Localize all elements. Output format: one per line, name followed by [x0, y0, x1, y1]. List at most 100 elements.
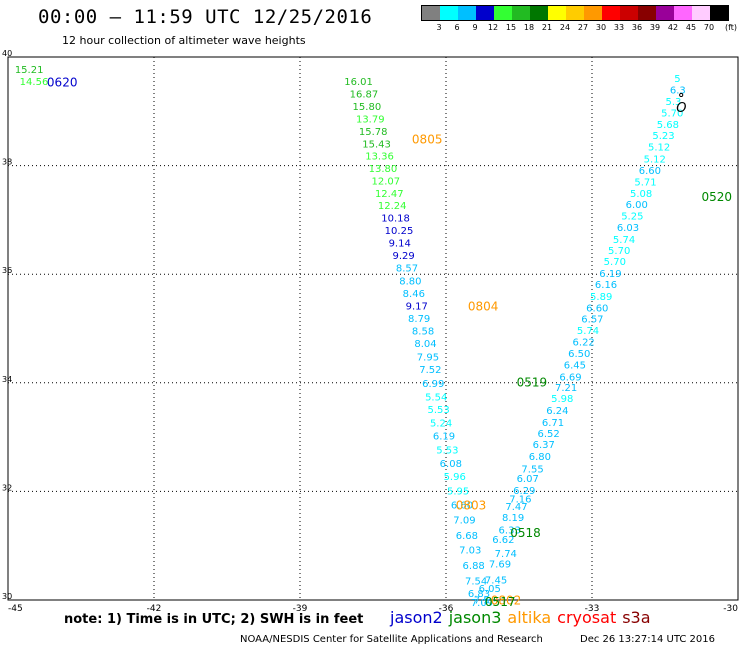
wave-height-value: 5.70 [608, 246, 630, 257]
x-tick-label: -42 [147, 604, 162, 614]
wave-height-value: 6.88 [463, 561, 485, 572]
wave-height-value: 7.69 [489, 560, 511, 571]
colorbar-tick-label: 70 [703, 23, 715, 32]
wave-height-value: 12.24 [378, 201, 407, 212]
colorbar-tick-label: 39 [649, 23, 661, 32]
wave-height-value: 6.69 [559, 372, 581, 383]
colorbar-tick-label: 3 [436, 23, 442, 32]
wave-height-value: 5.96 [444, 472, 466, 483]
wave-height-value: 13.80 [369, 164, 398, 175]
colorbar-tick-label: 9 [472, 23, 478, 32]
colorbar-tick-label: 12 [487, 23, 499, 32]
colorbar-swatch [476, 6, 494, 20]
wave-height-value: 15.80 [353, 102, 382, 113]
wave-height-value: 6.60 [586, 303, 608, 314]
colorbar-tick-label: 18 [523, 23, 535, 32]
colorbar-unit-label: (ft) [725, 23, 738, 32]
wave-height-value: 7.54 [465, 576, 487, 587]
wave-height-value: 6.24 [546, 406, 568, 417]
wave-height-value: 5.71 [634, 177, 656, 188]
wave-height-value: 13.79 [356, 114, 385, 125]
wave-height-value: 10.25 [385, 226, 414, 237]
colorbar-tick-label: 42 [667, 23, 679, 32]
wave-height-value: 6.71 [542, 418, 564, 429]
credit-text: NOAA/NESDIS Center for Satellite Applica… [240, 634, 543, 645]
colorbar-swatch [548, 6, 566, 20]
wave-height-value: 6.22 [573, 338, 595, 349]
colorbar-swatch [674, 6, 692, 20]
wave-height-value: 7.55 [521, 465, 543, 476]
wave-height-value: 5.70 [604, 257, 626, 268]
colorbar-swatch [512, 6, 530, 20]
wave-height-value: 9.29 [392, 251, 414, 262]
pass-time-label: 0517 [485, 595, 516, 609]
colorbar-tick-label: 36 [631, 23, 643, 32]
y-tick-label: 40 [2, 49, 12, 58]
wave-height-value: 6.80 [529, 452, 551, 463]
wave-height-value: 7.95 [417, 353, 439, 364]
wave-height-value: 6.07 [517, 474, 539, 485]
colorbar-swatch [656, 6, 674, 20]
wave-height-value: 5.53 [428, 405, 450, 416]
colorbar-tick-label: 15 [505, 23, 517, 32]
legend-item-altika: altika [507, 608, 552, 627]
wave-height-value: 6.19 [599, 269, 621, 280]
wave-height-value: 6.08 [440, 459, 462, 470]
wave-height-value: 5.53 [436, 446, 458, 457]
wave-height-value: 6.60 [451, 500, 473, 511]
wave-height-value: 6.05 [479, 584, 501, 595]
wave-height-value: 7.45 [485, 575, 507, 586]
wave-height-value: 15.43 [362, 139, 391, 150]
x-tick-label: -36 [439, 604, 454, 614]
wave-height-value: 6.37 [533, 440, 555, 451]
wave-height-value: 12.47 [375, 189, 404, 200]
y-tick-label: 36 [2, 266, 12, 275]
wave-height-value: 5.98 [551, 394, 573, 405]
wave-height-value: 5.12 [648, 143, 670, 154]
wave-height-value: 7.03 [459, 546, 481, 557]
wave-height-value: 15.21 [15, 65, 44, 76]
wave-height-value: 8.04 [414, 339, 436, 350]
wave-height-value: 5 [674, 74, 680, 85]
wave-height-value: 5.3 [665, 97, 681, 108]
wave-height-value: 8.79 [408, 314, 430, 325]
colorbar-swatch [584, 6, 602, 20]
pass-time-label: 0802 [491, 593, 522, 607]
wave-height-value: 16.87 [350, 89, 379, 100]
x-tick-label: -45 [8, 604, 23, 614]
wave-height-value: 7.47 [505, 502, 527, 513]
wave-height-value: 6.52 [537, 429, 559, 440]
colorbar-tick-label: 45 [685, 23, 697, 32]
wave-height-value: 7.16 [509, 494, 531, 505]
wave-height-value: 6.99 [422, 379, 444, 390]
colorbar-swatch [638, 6, 656, 20]
wave-height-value: 6.50 [568, 349, 590, 360]
colorbar-ticks: 3 6 9 12 15 18 21 24 27 30 33 36 39 42 45 70 (ft) [421, 23, 737, 35]
pass-time-label: 0620 [47, 75, 78, 89]
timestamp-text: Dec 26 13:27:14 UTC 2016 [580, 634, 715, 645]
colorbar-swatch [458, 6, 476, 20]
colorbar-swatch [440, 6, 458, 20]
colorbar-swatch [422, 6, 440, 20]
wave-height-value: 5.89 [590, 292, 612, 303]
wave-height-value: 6.29 [513, 486, 535, 497]
y-tick-label: 30 [2, 592, 12, 601]
wave-height-value: 5.70 [661, 108, 683, 119]
colorbar: 3 6 9 12 15 18 21 24 27 30 33 36 39 42 45 70 (ft) [421, 5, 737, 35]
wave-height-value: 16.01 [344, 77, 373, 88]
y-tick-label: 38 [2, 158, 12, 167]
wave-height-value: 8.19 [502, 513, 524, 524]
wave-height-value: 5.08 [630, 189, 652, 200]
wave-height-value: 8.46 [403, 289, 425, 300]
colorbar-swatch [710, 6, 728, 20]
chart-subtitle: 12 hour collection of altimeter wave hei… [62, 34, 306, 47]
wave-height-value: 5.23 [652, 131, 674, 142]
colorbar-tick-label: 24 [559, 23, 571, 32]
wave-height-value: 8.58 [412, 327, 434, 338]
pass-time-label: 0519 [517, 376, 548, 390]
wave-height-value: 10.18 [381, 214, 410, 225]
colorbar-tick-label: 21 [541, 23, 553, 32]
legend-item-jason3: jason3 [448, 608, 502, 627]
wave-height-value: 9.14 [389, 239, 411, 250]
pass-time-label: 0804 [468, 300, 499, 314]
